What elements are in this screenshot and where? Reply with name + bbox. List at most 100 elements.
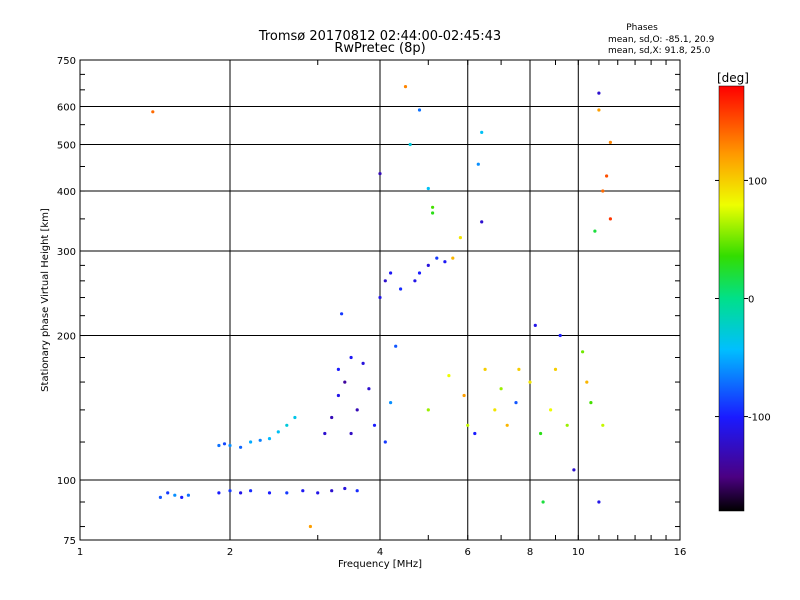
axis-ticks: 1 2 4 6 8 10 16 75 100 200 300 400 500 600 750 (57, 56, 686, 558)
data-point (228, 443, 232, 448)
data-point (372, 423, 377, 427)
data-point (462, 393, 466, 398)
data-point (451, 256, 455, 260)
data-point (330, 415, 334, 420)
data-point (336, 367, 340, 371)
y-tick-label: 750 (57, 56, 76, 67)
data-point (553, 367, 558, 371)
data-point (426, 408, 430, 412)
data-point (258, 438, 262, 442)
data-point (336, 393, 340, 398)
colorbar-unit: [deg] (717, 71, 749, 85)
data-point (267, 491, 272, 495)
plot-frame (79, 59, 681, 541)
data-point (417, 108, 422, 112)
y-axis-label: Stationary phase Virtual Height [km] (40, 208, 51, 392)
data-point (558, 333, 562, 338)
data-point (597, 108, 601, 112)
x-tick-label: 4 (377, 547, 383, 558)
data-point (458, 236, 462, 240)
data-point (426, 263, 430, 267)
data-point (597, 91, 601, 95)
data-point (285, 491, 289, 495)
data-point (435, 256, 439, 260)
data-point (601, 189, 605, 193)
x-axis-label: Frequency [MHz] (338, 559, 422, 570)
y-tick-label: 75 (63, 536, 76, 547)
data-point (349, 431, 353, 436)
y-tick-label: 300 (57, 247, 76, 258)
data-point (355, 408, 359, 412)
x-tick-label: 1 (77, 547, 83, 558)
data-point (597, 500, 601, 504)
data-point (330, 489, 334, 493)
data-point (340, 312, 344, 316)
data-point (581, 350, 585, 354)
data-point (378, 172, 382, 176)
data-points (151, 85, 613, 529)
x-tick-label: 16 (674, 547, 687, 558)
data-point (343, 380, 347, 384)
data-point (186, 493, 190, 497)
chart-subtitle: RwPretec (8p) (334, 41, 425, 56)
data-point (466, 423, 470, 427)
colorbar-tick-label: 100 (748, 176, 767, 187)
data-point (349, 355, 353, 360)
colorbar (718, 85, 745, 512)
data-point (343, 486, 347, 491)
data-point (378, 295, 382, 300)
data-point (249, 489, 253, 493)
data-point (533, 323, 537, 327)
data-point (476, 162, 480, 166)
data-point (608, 140, 613, 144)
data-point (239, 491, 243, 495)
data-point (483, 367, 487, 371)
phases-o-stats: mean, sd,O: -85.1, 20.9 (608, 35, 715, 45)
data-point (431, 205, 435, 209)
x-tick-label: 2 (227, 547, 233, 558)
y-tick-label: 600 (57, 103, 76, 114)
colorbar-tick-label: -100 (748, 413, 771, 424)
data-point (222, 442, 227, 446)
data-point (293, 415, 297, 420)
data-point (517, 367, 521, 371)
data-point (608, 217, 613, 221)
data-point (267, 437, 272, 441)
data-point (431, 211, 435, 215)
data-point (539, 431, 543, 436)
data-point (383, 279, 387, 283)
data-point (549, 408, 553, 412)
data-point (413, 279, 417, 283)
colorbar-ticks: 100 0 -100 (715, 176, 771, 424)
data-point (166, 491, 170, 495)
data-point (361, 361, 365, 365)
x-tick-label: 6 (465, 547, 471, 558)
data-point (276, 430, 280, 434)
data-point (217, 443, 221, 448)
y-tick-label: 100 (57, 476, 76, 487)
data-point (585, 380, 589, 384)
grid-lines (80, 60, 680, 540)
data-point (514, 401, 518, 405)
data-point (323, 431, 327, 436)
phases-x-stats: mean, sd,X: 91.8, 25.0 (608, 46, 711, 56)
data-point (180, 495, 184, 499)
data-point (601, 423, 605, 427)
data-point (417, 271, 422, 275)
data-point (480, 130, 484, 134)
data-point (480, 220, 484, 224)
data-point (158, 495, 162, 499)
data-point (249, 440, 253, 444)
y-tick-label: 500 (57, 141, 76, 152)
data-point (173, 493, 177, 497)
chart-title: Tromsø 20170812 02:44:00-02:45:43 (258, 29, 501, 44)
data-point (505, 423, 509, 427)
data-point (593, 229, 597, 233)
data-point (383, 440, 387, 444)
data-point (228, 489, 232, 493)
data-point (473, 431, 477, 436)
data-point (493, 408, 497, 412)
data-point (151, 110, 155, 114)
data-point (443, 260, 447, 264)
data-point (499, 387, 503, 391)
